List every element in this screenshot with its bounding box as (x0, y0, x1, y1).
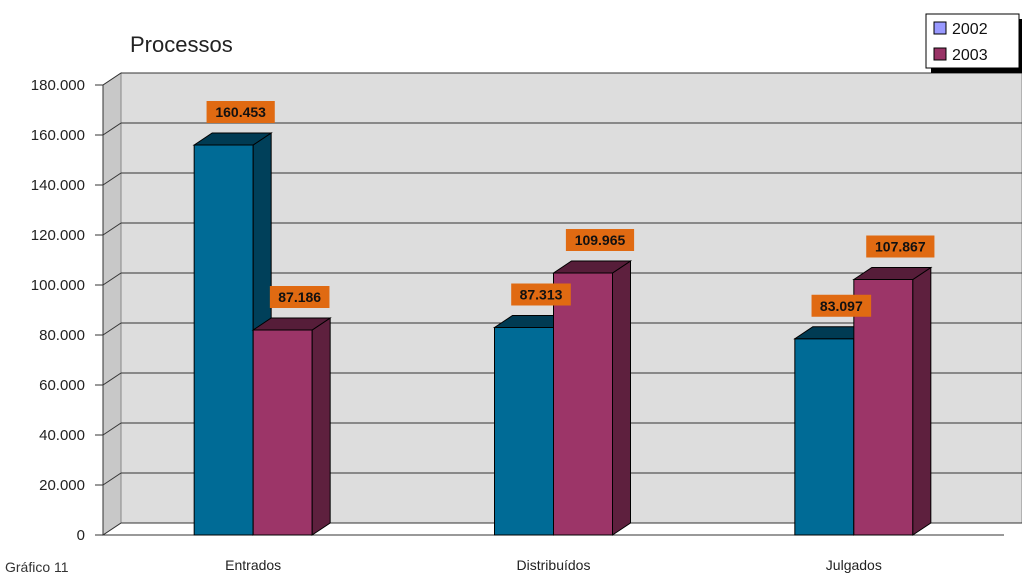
y-tick-label: 60.000 (39, 377, 85, 394)
gridline-side (102, 72, 122, 86)
bars (192, 132, 933, 536)
x-axis: Entrados Distribuídos Julgados (225, 557, 882, 573)
bar-front (494, 327, 554, 536)
data-label-2003-1: 109.965 (565, 229, 635, 251)
data-label-box (565, 229, 635, 251)
legend-label-2002: 2002 (952, 21, 988, 38)
gridline-side (102, 372, 122, 386)
bar-2003-1 (551, 260, 633, 536)
bar-2003-0 (251, 317, 332, 536)
y-tick-label: 120.000 (31, 227, 85, 244)
data-label-2002-1: 87.313 (511, 283, 571, 306)
plot-side-wall (102, 72, 122, 536)
data-labels: 160.453 87.186 87.313 109.965 83.097 107.867 (206, 101, 935, 317)
bar-top (192, 132, 273, 146)
gridline-side (102, 322, 122, 336)
bar-top (551, 260, 633, 274)
data-label-text: 160.453 (215, 104, 266, 120)
y-tick-label: 160.000 (31, 127, 85, 144)
gridline-side (102, 422, 122, 436)
x-tick-label: Julgados (826, 557, 882, 573)
y-tick-label: 20.000 (39, 477, 85, 494)
bar-side (612, 260, 631, 536)
bar-top (251, 317, 332, 331)
data-label-2002-0: 160.453 (206, 101, 275, 123)
gridline-side (102, 122, 122, 136)
bar-front (252, 329, 313, 536)
data-label-2002-2: 83.097 (811, 294, 872, 317)
y-tick-label: 40.000 (39, 427, 85, 444)
y-tick-label: 80.000 (39, 327, 85, 344)
chart-title: Processos (130, 32, 233, 57)
gridline-side (102, 472, 122, 486)
data-label-text: 107.867 (875, 239, 926, 255)
y-tick-label: 0 (77, 527, 85, 544)
gridline-side (102, 172, 122, 186)
y-tick-label: 140.000 (31, 177, 85, 194)
data-label-2003-0: 87.186 (269, 286, 330, 308)
data-label-text: 87.313 (520, 287, 563, 303)
y-tick-label: 100.000 (31, 277, 85, 294)
data-label-box (269, 286, 330, 308)
bar-front (794, 338, 855, 536)
gridline-side (102, 522, 122, 536)
gridline-side (102, 272, 122, 286)
bar-side (311, 317, 331, 536)
data-label-text: 87.186 (278, 289, 321, 305)
bar-top (852, 267, 933, 280)
x-tick-label: Entrados (225, 557, 281, 573)
data-label-text: 109.965 (575, 232, 626, 248)
data-label-text: 83.097 (820, 298, 863, 314)
legend-swatch-2003 (933, 47, 947, 61)
bar-front (553, 272, 613, 536)
bar-side (912, 266, 932, 536)
bar-front (853, 279, 914, 536)
gridline-side (102, 222, 122, 236)
x-tick-label: Distribuídos (517, 557, 591, 573)
legend-swatch-2002 (933, 21, 947, 35)
y-tick-label: 180.000 (31, 77, 85, 94)
data-label-box (511, 283, 571, 306)
data-label-2003-2: 107.867 (866, 235, 935, 258)
data-label-box (866, 235, 935, 258)
legend-label-2003: 2003 (952, 47, 988, 64)
data-label-box (206, 101, 275, 123)
bar-2003-2 (852, 266, 933, 536)
plot-area: 0 20.000 40.000 60.000 80.000 100.000 120.000 1… (31, 72, 1022, 573)
legend: 2002 2003 (925, 13, 1022, 73)
figure-label: Gráfico 11 (5, 559, 69, 575)
bar-front (193, 144, 254, 536)
data-label-box (811, 294, 872, 317)
